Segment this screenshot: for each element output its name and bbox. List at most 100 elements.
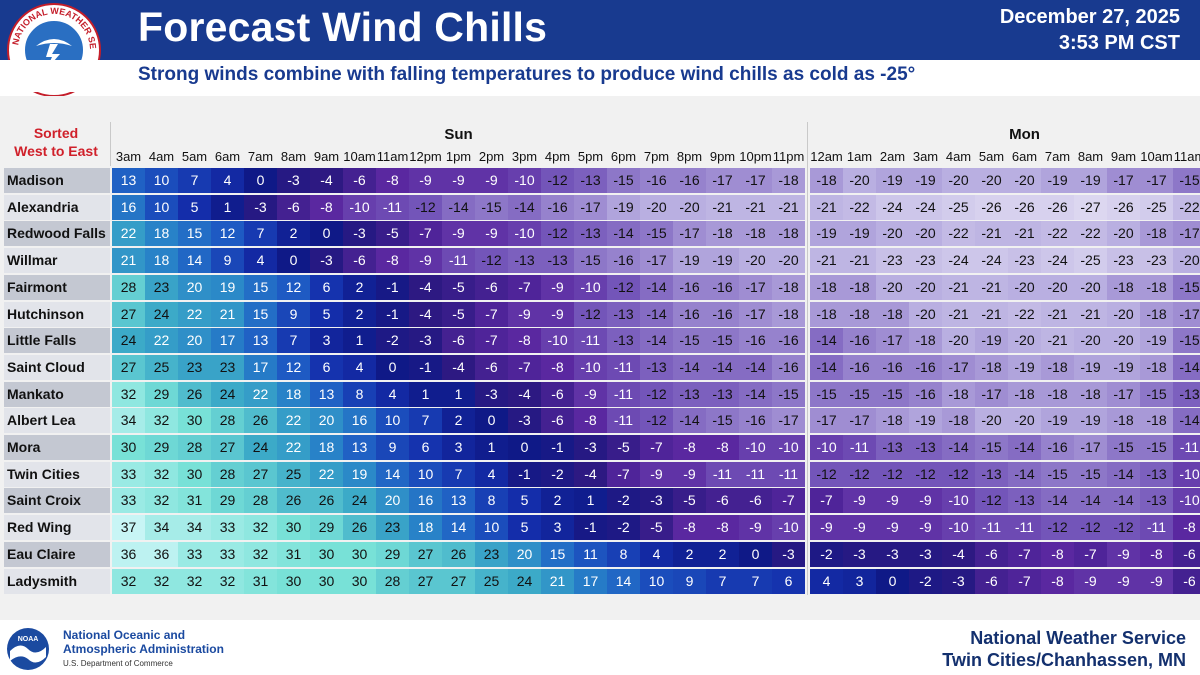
- wind-chill-cell: 18: [409, 515, 442, 541]
- wind-chill-cell: 8: [475, 488, 508, 514]
- wind-chill-cell: -24: [975, 248, 1008, 274]
- wind-chill-cell: 0: [739, 541, 772, 567]
- hour-header: 10am: [1140, 149, 1173, 164]
- wind-chill-cell: 30: [112, 435, 145, 460]
- wind-chill-cell: -13: [673, 381, 706, 407]
- wind-chill-cell: 9: [376, 435, 409, 460]
- wind-chill-cell: -18: [843, 301, 876, 327]
- wind-chill-cell: -9: [843, 488, 876, 514]
- wind-chill-cell: -9: [475, 168, 508, 193]
- wind-chill-cell: -16: [1041, 435, 1074, 460]
- wind-chill-cell: -16: [541, 194, 574, 220]
- wind-chill-cell: -15: [1140, 435, 1173, 460]
- noaa-line2: Atmospheric Administration: [63, 642, 224, 656]
- day-header-mon: Mon: [1009, 126, 1040, 143]
- wind-chill-cell: -6: [277, 194, 310, 220]
- wind-chill-cell: 29: [145, 435, 178, 460]
- wind-chill-cell: 32: [145, 408, 178, 434]
- wind-chill-cell: -20: [1008, 168, 1041, 193]
- wind-chill-cell: -9: [475, 221, 508, 247]
- wind-chill-cell: -8: [376, 248, 409, 274]
- wind-chill-cell: -18: [810, 168, 843, 193]
- wind-chill-cell: -6: [475, 354, 508, 380]
- wind-chill-cell: 7: [739, 568, 772, 594]
- wind-chill-cell: -17: [739, 301, 772, 327]
- wind-chill-cell: -2: [607, 515, 640, 541]
- hour-header: 7am: [1044, 149, 1071, 164]
- hour-header: 8am: [1077, 149, 1104, 164]
- wind-chill-cell: -6: [975, 568, 1008, 594]
- wind-chill-cell: -19: [909, 408, 942, 434]
- wind-chill-cell: -10: [942, 515, 975, 541]
- wind-chill-cell: 30: [310, 568, 343, 594]
- wind-chill-cell: 27: [244, 461, 277, 487]
- wind-chill-cell: -13: [640, 354, 673, 380]
- wind-chill-cell: 26: [310, 488, 343, 514]
- wind-chill-cell: -13: [574, 221, 607, 247]
- wind-chill-cell: 14: [607, 568, 640, 594]
- wind-chill-cell: 4: [244, 248, 277, 274]
- wind-chill-cell: 30: [178, 408, 211, 434]
- wind-chill-cell: -20: [1107, 221, 1140, 247]
- wind-chill-cell: 34: [178, 515, 211, 541]
- wind-chill-cell: 34: [112, 408, 145, 434]
- wind-chill-cell: 33: [112, 488, 145, 514]
- wind-chill-cell: -18: [1140, 274, 1173, 300]
- wind-chill-cell: -21: [810, 194, 843, 220]
- header-bar: [0, 0, 1200, 60]
- wind-chill-cell: -14: [810, 328, 843, 354]
- wind-chill-cell: -6: [975, 541, 1008, 567]
- wind-chill-cell: -5: [442, 301, 475, 327]
- wind-chill-cell: -8: [508, 328, 541, 354]
- city-label: Little Falls: [4, 328, 110, 354]
- wind-chill-cell: 30: [277, 515, 310, 541]
- hour-header: 3am: [912, 149, 939, 164]
- wind-chill-cell: -13: [1173, 381, 1200, 407]
- wind-chill-cell: -19: [909, 168, 942, 193]
- wind-chill-cell: -20: [909, 274, 942, 300]
- wind-chill-cell: -14: [640, 274, 673, 300]
- wind-chill-cell: 5: [508, 515, 541, 541]
- wind-chill-cell: 2: [277, 221, 310, 247]
- wind-chill-cell: -13: [574, 168, 607, 193]
- wind-chill-cell: 30: [277, 568, 310, 594]
- wind-chill-cell: 28: [211, 461, 244, 487]
- wind-chill-cell: -24: [942, 248, 975, 274]
- wind-chill-cell: 33: [211, 541, 244, 567]
- wind-chill-cell: 18: [277, 381, 310, 407]
- hour-header: 5am: [978, 149, 1005, 164]
- wind-chill-cell: -17: [1173, 221, 1200, 247]
- wind-chill-cell: -23: [1140, 248, 1173, 274]
- wind-chill-cell: 2: [706, 541, 739, 567]
- hour-header: 10am: [343, 149, 376, 164]
- wind-chill-cell: -15: [1140, 381, 1173, 407]
- wind-chill-cell: 26: [178, 381, 211, 407]
- wind-chill-cell: -13: [909, 435, 942, 460]
- city-label: Eau Claire: [4, 541, 110, 567]
- wind-chill-cell: -1: [376, 301, 409, 327]
- wind-chill-cell: -22: [843, 194, 876, 220]
- wind-chill-cell: 4: [343, 354, 376, 380]
- wind-chill-cell: 15: [178, 221, 211, 247]
- wind-chill-cell: -10: [1173, 488, 1200, 514]
- wind-chill-cell: 26: [244, 408, 277, 434]
- wind-chill-cell: -20: [1107, 328, 1140, 354]
- wind-chill-cell: -9: [442, 168, 475, 193]
- wind-chill-cell: 12: [277, 354, 310, 380]
- wind-chill-cell: -6: [1173, 568, 1200, 594]
- wind-chill-cell: -3: [640, 488, 673, 514]
- wind-chill-cell: 12: [277, 274, 310, 300]
- wind-chill-cell: -6: [1173, 541, 1200, 567]
- wind-chill-cell: -14: [1074, 488, 1107, 514]
- wind-chill-cell: -26: [1041, 194, 1074, 220]
- wind-chill-cell: 8: [343, 381, 376, 407]
- wind-chill-cell: -10: [1173, 461, 1200, 487]
- wind-chill-cell: -3: [310, 248, 343, 274]
- wind-chill-cell: -12: [640, 408, 673, 434]
- wind-chill-cell: -18: [1140, 354, 1173, 380]
- wind-chill-cell: -7: [409, 221, 442, 247]
- wind-chill-cell: -17: [876, 328, 909, 354]
- wind-chill-cell: -17: [1074, 435, 1107, 460]
- wind-chill-cell: -8: [1041, 568, 1074, 594]
- wind-chill-cell: -20: [876, 221, 909, 247]
